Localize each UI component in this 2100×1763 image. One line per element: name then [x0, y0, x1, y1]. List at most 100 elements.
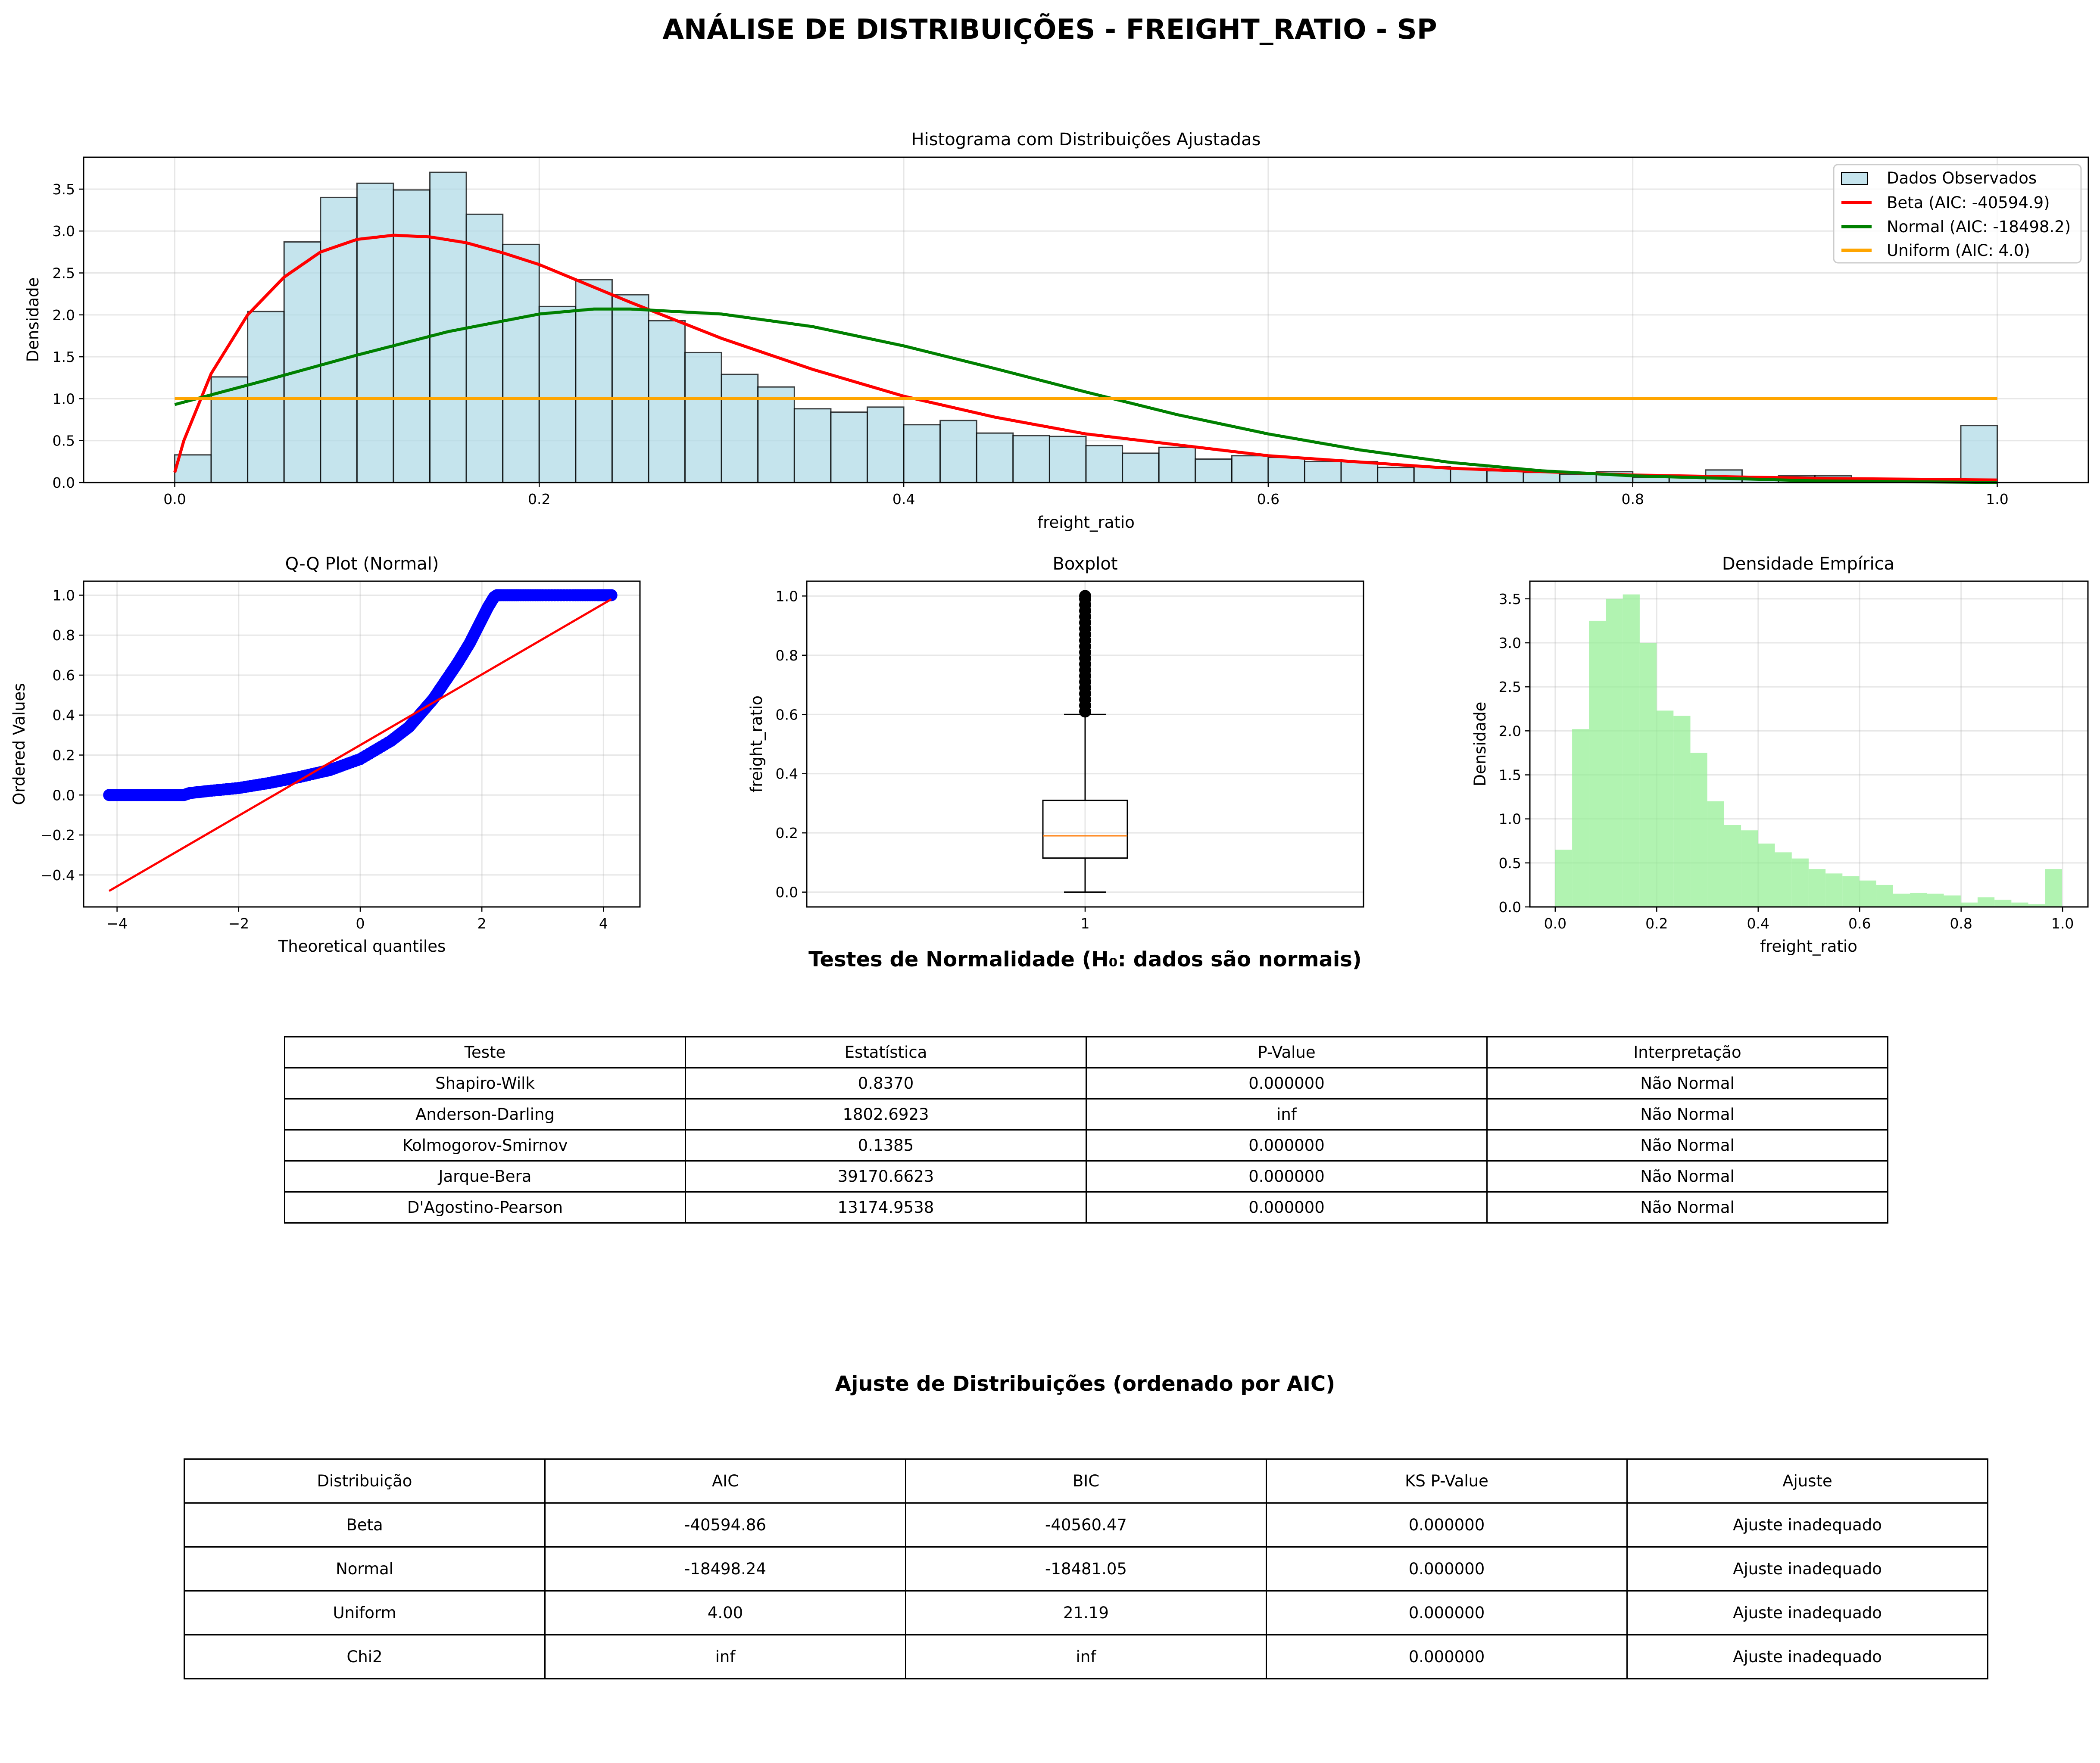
histogram-bar [283, 241, 321, 483]
y-tick-label: 0.4 [776, 766, 798, 782]
histogram-bar [1085, 445, 1123, 483]
qq-sample-point [605, 589, 618, 601]
density-bar [1724, 825, 1741, 907]
histogram-bar [1632, 477, 1670, 483]
table-header-row: Distribuição AIC BIC KS P-Value Ajuste [184, 1458, 1988, 1504]
qq-plot-panel: Q-Q Plot (Normal) −4 −2 0 2 4 −0.4 −0.2 0.0 0.2 0… [10, 554, 641, 956]
x-tick-label: 1.0 [1986, 491, 2008, 508]
histogram-bar [1158, 446, 1196, 483]
density-bar [1960, 902, 1978, 907]
y-tick-label: 3.5 [53, 181, 75, 198]
y-tick-label: 2.0 [53, 307, 75, 324]
table-header-cell: Teste [284, 1036, 686, 1068]
table-cell: 0.000000 [1266, 1546, 1628, 1592]
x-tick-label: 2 [477, 915, 487, 932]
y-tick-label: 0.4 [53, 707, 75, 724]
table-row: Beta -40594.86 -40560.47 0.000000 Ajuste… [184, 1502, 1988, 1548]
density-bar [1572, 729, 1589, 907]
y-tick-label: 1.0 [53, 390, 75, 407]
histogram-bar [1048, 436, 1087, 483]
y-tick-label: 0.0 [776, 884, 798, 901]
y-tick-label: 1.0 [1499, 811, 1521, 828]
boxplot-ylabel: freight_ratio [747, 695, 766, 793]
histogram-bar [465, 213, 504, 483]
y-tick-label: 1.0 [53, 587, 75, 604]
table-row: Anderson-Darling 1802.6923 inf Não Norma… [284, 1098, 1888, 1131]
density-bar [1657, 710, 1674, 907]
x-tick-label: 0.8 [1950, 915, 1972, 932]
histogram-bar [1377, 467, 1415, 483]
table-header-cell: Estatística [685, 1036, 1087, 1068]
table-cell: Ajuste inadequado [1626, 1546, 1988, 1592]
figure-suptitle: ANÁLISE DE DISTRIBUIÇÕES - FREIGHT_RATIO… [662, 13, 1437, 46]
density-bar [1673, 716, 1691, 907]
y-tick-label: 1.5 [53, 349, 75, 365]
density-bar [1842, 876, 1860, 907]
table-cell: 0.000000 [1266, 1502, 1628, 1548]
x-tick-label: 0.4 [1747, 915, 1769, 932]
histogram-bar [1486, 470, 1524, 483]
density-bar [1825, 873, 1843, 907]
y-tick-label: 3.5 [1499, 591, 1521, 607]
x-tick-label: −2 [228, 915, 249, 932]
table-cell: Shapiro-Wilk [284, 1067, 686, 1100]
legend-label-observed: Dados Observados [1887, 169, 2037, 187]
qq-plot-title: Q-Q Plot (Normal) [285, 554, 439, 574]
table-cell: inf [544, 1634, 906, 1679]
table-row: Chi2 inf inf 0.000000 Ajuste inadequado [184, 1634, 1988, 1679]
histogram-xlabel: freight_ratio [1037, 513, 1135, 532]
histogram-bar [1012, 435, 1050, 483]
table-row: Jarque-Bera 39170.6623 0.000000 Não Norm… [284, 1160, 1888, 1193]
x-tick-label: 0.6 [1257, 491, 1279, 508]
table-cell: Kolmogorov-Smirnov [284, 1129, 686, 1162]
y-tick-label: 0.5 [53, 433, 75, 449]
histogram-bar [611, 294, 649, 483]
y-tick-label: 3.0 [53, 223, 75, 240]
table-cell: -18481.05 [905, 1546, 1267, 1592]
y-tick-label: 0.0 [53, 474, 75, 491]
histogram-bar [575, 279, 613, 483]
y-tick-label: 2.5 [53, 265, 75, 282]
y-tick-label: 1.0 [776, 588, 798, 604]
table-cell: Não Normal [1486, 1098, 1888, 1131]
table-cell: 0.000000 [1266, 1634, 1628, 1679]
histogram-bar [502, 243, 540, 483]
x-tick-label: 0.2 [528, 491, 550, 508]
histogram-bar [1304, 461, 1342, 483]
empirical-density-frame [1529, 580, 2089, 908]
density-bar [1791, 858, 1809, 907]
empirical-density-ylabel: Densidade [1471, 702, 1489, 787]
histogram-bar [867, 406, 905, 483]
table-cell: inf [1086, 1098, 1488, 1131]
density-bar [2045, 869, 2062, 907]
density-bar [2011, 902, 2028, 907]
y-tick-label: 3.0 [1499, 635, 1521, 651]
qq-reference-line [109, 598, 612, 892]
table-cell: 0.1385 [685, 1129, 1087, 1162]
legend-label-uniform: Uniform (AIC: 4.0) [1887, 241, 2030, 260]
histogram-bar [939, 420, 977, 483]
y-tick-label: 0.0 [53, 787, 75, 804]
y-tick-label: 0.8 [776, 647, 798, 664]
y-tick-label: 0.0 [1499, 899, 1521, 916]
y-tick-label: 0.5 [1499, 855, 1521, 872]
distribution-fit-table: Distribuição AIC BIC KS P-Value Ajuste B… [184, 1458, 1988, 1679]
table-cell: -18498.24 [544, 1546, 906, 1592]
empirical-density-xlabel: freight_ratio [1760, 937, 1857, 956]
x-tick-label: 0.0 [163, 491, 186, 508]
table-cell: Não Normal [1486, 1191, 1888, 1224]
table-cell: Não Normal [1486, 1129, 1888, 1162]
histogram-bar [684, 352, 722, 483]
table-cell: -40560.47 [905, 1502, 1267, 1548]
density-bar [1741, 830, 1758, 907]
histogram-bar [793, 408, 832, 483]
histogram-bar [174, 454, 212, 483]
density-bar [2028, 904, 2045, 907]
x-tick-label: 0.8 [1621, 491, 1644, 508]
table-cell: 0.000000 [1086, 1129, 1488, 1162]
table-cell: Ajuste inadequado [1626, 1502, 1988, 1548]
y-tick-label: 0.8 [53, 627, 75, 644]
histogram-ylabel: Densidade [24, 277, 42, 362]
normal-fit-line [174, 307, 1997, 484]
y-tick-label: 0.6 [776, 706, 798, 723]
